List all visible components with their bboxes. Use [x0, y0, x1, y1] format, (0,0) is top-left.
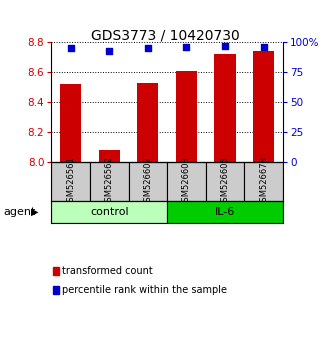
- Bar: [214, 55, 236, 162]
- Point: [107, 48, 112, 54]
- Text: ▶: ▶: [31, 207, 38, 217]
- Bar: [90, 162, 128, 201]
- Text: GSM526602: GSM526602: [143, 156, 152, 207]
- Bar: [137, 83, 159, 162]
- Bar: [176, 71, 197, 162]
- Text: IL-6: IL-6: [215, 207, 235, 217]
- Text: GSM526605: GSM526605: [220, 156, 230, 207]
- Bar: [51, 162, 90, 201]
- Text: GDS3773 / 10420730: GDS3773 / 10420730: [91, 28, 240, 42]
- Point: [261, 45, 266, 50]
- Point: [68, 46, 73, 51]
- Point: [145, 46, 151, 51]
- Text: GSM526603: GSM526603: [182, 156, 191, 207]
- Bar: [244, 162, 283, 201]
- Text: transformed count: transformed count: [62, 266, 153, 276]
- Bar: [51, 201, 167, 223]
- Bar: [167, 201, 283, 223]
- Text: GSM526561: GSM526561: [66, 156, 75, 207]
- Bar: [206, 162, 244, 201]
- Text: GSM526562: GSM526562: [105, 156, 114, 207]
- Text: control: control: [90, 207, 128, 217]
- Bar: [60, 84, 81, 162]
- Bar: [167, 162, 206, 201]
- Text: GSM526678: GSM526678: [259, 156, 268, 207]
- Point: [184, 45, 189, 50]
- Text: percentile rank within the sample: percentile rank within the sample: [62, 285, 227, 295]
- Bar: [128, 162, 167, 201]
- Bar: [253, 51, 274, 162]
- Point: [222, 43, 228, 49]
- Bar: [99, 150, 120, 162]
- Text: agent: agent: [3, 207, 36, 217]
